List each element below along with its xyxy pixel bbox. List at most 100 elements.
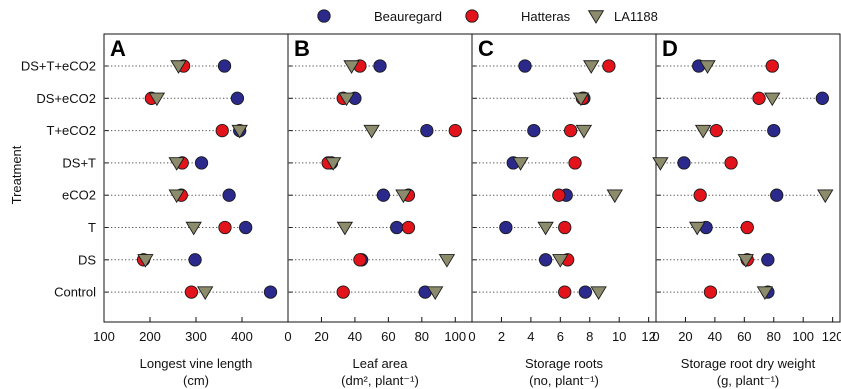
panel-C: C 0 2 4 6 8 10 12 Storage roots (no, plant⁻¹): [468, 33, 657, 388]
x-tick-label: 20: [678, 329, 692, 344]
x-tick-label: 400: [231, 329, 253, 344]
data-point: [761, 253, 775, 267]
data-point: [217, 59, 232, 73]
x-tick-label: 12: [641, 329, 655, 344]
panel-D: D 0 20 40 60 80 100 120 Storage root dry weight (…: [652, 33, 841, 388]
data-point: [194, 156, 209, 170]
data-point: [170, 60, 187, 74]
data-point: [363, 124, 380, 139]
x-axis-unit-label: (g, plant⁻¹): [717, 373, 780, 388]
data-point: [694, 124, 712, 139]
data-point: [767, 123, 781, 138]
panel-letter: B: [294, 36, 310, 61]
data-point: [527, 123, 541, 138]
panel-frame: [287, 33, 473, 323]
data-point: [538, 253, 553, 267]
x-tick-label: 60: [381, 329, 395, 344]
data-point: [590, 286, 607, 300]
data-point: [770, 188, 784, 202]
data-point: [438, 254, 456, 268]
x-axis-label: Storage roots: [525, 356, 604, 371]
data-point: [448, 123, 462, 138]
data-point: [740, 220, 754, 235]
x-tick-label: 40: [708, 329, 722, 344]
data-point: [602, 59, 616, 73]
x-tick-label: 4: [527, 329, 534, 344]
x-axis-unit-label: (dm², plant⁻¹): [341, 373, 419, 388]
data-point: [677, 156, 691, 170]
data-point: [578, 285, 592, 299]
legend-marker: [465, 9, 479, 23]
y-category-labels: DS+T+eCO2 DS+eCO2 T+eCO2 DS+T eCO2 T DS Control: [21, 59, 96, 300]
data-point: [606, 189, 623, 204]
x-tick-label: 80: [415, 329, 429, 344]
data-point: [401, 220, 416, 235]
legend-label: LA1188: [614, 9, 658, 24]
data-point: [709, 123, 724, 138]
data-point: [815, 91, 829, 105]
x-tick-label: 20: [314, 329, 328, 344]
data-point: [185, 221, 202, 236]
legend-marker: [587, 10, 605, 24]
data-point: [324, 157, 342, 171]
x-tick-label: 40: [348, 329, 362, 344]
data-point: [518, 59, 532, 73]
y-axis-label: Treatment: [9, 145, 24, 204]
x-tick-label: 120: [822, 329, 841, 344]
category-label: Control: [54, 285, 96, 300]
data-point: [137, 254, 154, 268]
x-tick-label: 0: [652, 329, 659, 344]
panel-letter: C: [478, 36, 494, 61]
data-point: [512, 157, 529, 171]
data-point: [184, 285, 199, 299]
panel-letter: A: [110, 36, 126, 61]
panel-frame: [655, 33, 841, 323]
data-point: [231, 124, 248, 139]
legend-marker: [317, 9, 331, 23]
data-point: [537, 221, 554, 236]
data-point: [343, 60, 360, 74]
data-point: [395, 189, 412, 204]
category-label: DS+T+eCO2: [21, 59, 96, 74]
x-tick-label: 200: [139, 329, 161, 344]
x-axis-label: Longest vine length: [140, 356, 253, 371]
panel-frame: [471, 33, 657, 323]
category-label: eCO2: [62, 188, 96, 203]
data-point: [168, 189, 185, 204]
x-tick-label: 2: [498, 329, 505, 344]
category-label: T+eCO2: [47, 123, 97, 138]
legend-item: Hatteras: [465, 9, 571, 24]
data-point: [703, 285, 718, 299]
data-point: [420, 123, 434, 138]
data-point: [168, 157, 185, 171]
legend-label: Hatteras: [521, 9, 571, 24]
x-axis-label: Leaf area: [353, 356, 409, 371]
x-tick-label: 0: [284, 329, 291, 344]
data-point: [764, 92, 781, 107]
data-point: [572, 92, 590, 107]
data-point: [652, 157, 669, 171]
data-point: [215, 123, 229, 138]
panel-A: A 100 200 300 400 Longest vine length (cm): [93, 33, 289, 388]
data-point: [568, 156, 582, 170]
panel-letter: D: [662, 36, 678, 61]
data-point: [689, 221, 706, 236]
data-point: [230, 91, 245, 105]
data-point: [263, 285, 278, 299]
category-label: T: [88, 220, 96, 235]
legend: Beauregard Hatteras LA1188: [317, 9, 658, 24]
x-tick-label: 100: [444, 329, 466, 344]
data-point: [197, 286, 214, 300]
data-point: [148, 92, 166, 107]
data-point: [552, 254, 569, 268]
panel-frame: [103, 33, 289, 323]
data-point: [724, 156, 738, 170]
x-axis-label: Storage root dry weight: [681, 356, 816, 371]
data-point: [765, 59, 779, 73]
x-tick-label: 100: [93, 329, 115, 344]
data-point: [376, 188, 390, 202]
x-tick-label: 60: [737, 329, 751, 344]
data-point: [427, 286, 444, 300]
category-label: DS+eCO2: [36, 91, 96, 106]
x-tick-label: 300: [185, 329, 207, 344]
